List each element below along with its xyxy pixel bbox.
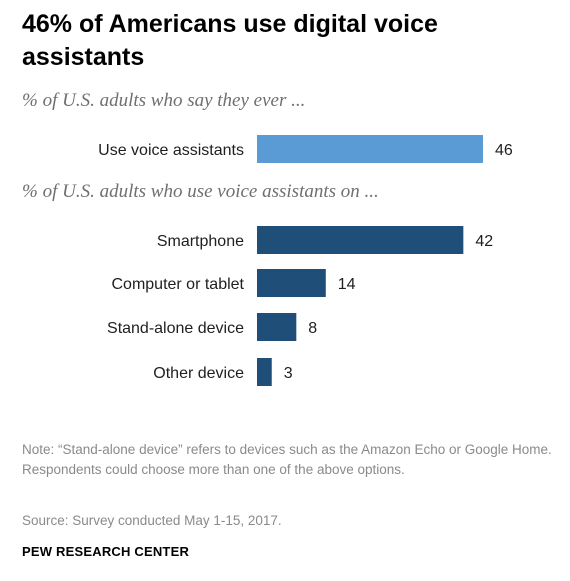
chart-subtitle-1: % of U.S. adults who say they ever ... bbox=[22, 90, 306, 111]
chart-subtitle-2: % of U.S. adults who use voice assistant… bbox=[22, 181, 379, 202]
category-label-use-voice-assistants: Use voice assistants bbox=[98, 142, 244, 159]
category-label-computer-or-tablet: Computer or tablet bbox=[111, 276, 244, 293]
chart-title: 46% of Americans use digital voice assis… bbox=[22, 10, 438, 71]
category-label-other-device: Other device bbox=[153, 365, 244, 382]
chart-source: Source: Survey conducted May 1-15, 2017. bbox=[22, 513, 282, 528]
bar-use-voice-assistants bbox=[257, 135, 483, 163]
bar-smartphone bbox=[257, 226, 464, 254]
value-label-use-voice-assistants: 46 bbox=[495, 142, 513, 159]
pew-research-center-logo: PEW RESEARCH CENTER bbox=[22, 544, 190, 559]
value-label-other-device: 3 bbox=[284, 365, 293, 382]
bar-stand-alone-device bbox=[257, 313, 297, 341]
value-label-smartphone: 42 bbox=[475, 233, 493, 250]
bar-chart: Use voice assistants 46 Smartphone 42 Comput… bbox=[98, 135, 513, 386]
category-label-smartphone: Smartphone bbox=[157, 233, 244, 250]
bar-computer-or-tablet bbox=[257, 269, 326, 297]
value-label-computer-or-tablet: 14 bbox=[338, 276, 356, 293]
chart-note: Note: “Stand-alone device” refers to dev… bbox=[22, 442, 552, 477]
bar-other-device bbox=[257, 358, 272, 386]
category-label-stand-alone-device: Stand-alone device bbox=[107, 320, 244, 337]
value-label-stand-alone-device: 8 bbox=[308, 320, 317, 337]
